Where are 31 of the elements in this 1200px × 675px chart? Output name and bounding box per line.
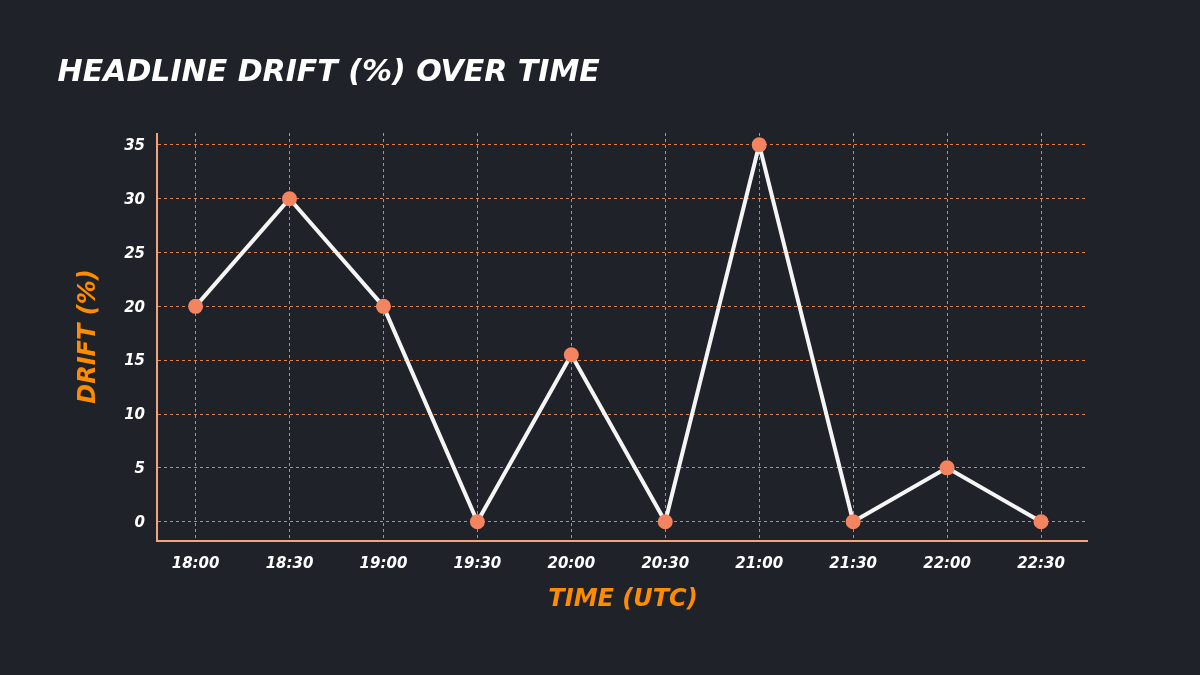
y-tick-label: 10	[124, 405, 145, 424]
x-tick-label: 20:00	[547, 554, 596, 572]
x-tick-label: 18:30	[265, 554, 314, 572]
x-tick-label: 19:00	[359, 554, 408, 572]
point	[188, 298, 204, 314]
x-tick-label: 22:30	[1017, 554, 1065, 572]
y-tick-label: 35	[124, 136, 145, 155]
point	[657, 514, 673, 530]
x-tick-label: 19:30	[453, 554, 502, 572]
y-tick-label: 30	[124, 189, 145, 208]
y-tick-label: 5	[134, 459, 145, 478]
x-tick-label: 20:30	[641, 554, 690, 572]
point	[563, 347, 579, 363]
y-tick-label: 15	[124, 351, 145, 370]
point	[939, 460, 955, 476]
y-axis-title: DRIFT (%)	[72, 269, 101, 404]
point	[282, 191, 298, 207]
y-tick-label: 0	[134, 512, 145, 531]
x-tick-label: 21:00	[735, 554, 784, 572]
point	[375, 298, 391, 314]
chart-title: HEADLINE DRIFT (%) OVER TIME	[57, 53, 601, 89]
x-tick-label: 21:30	[829, 554, 878, 572]
x-tick-label: 22:00	[923, 554, 971, 572]
point	[1033, 514, 1049, 530]
y-tick-label: 25	[124, 243, 145, 262]
x-axis-title: TIME (UTC)	[548, 583, 698, 612]
point	[751, 137, 767, 153]
point	[469, 514, 485, 530]
y-tick-label: 20	[124, 297, 145, 316]
x-tick-label: 18:00	[171, 554, 220, 572]
point	[845, 514, 861, 530]
